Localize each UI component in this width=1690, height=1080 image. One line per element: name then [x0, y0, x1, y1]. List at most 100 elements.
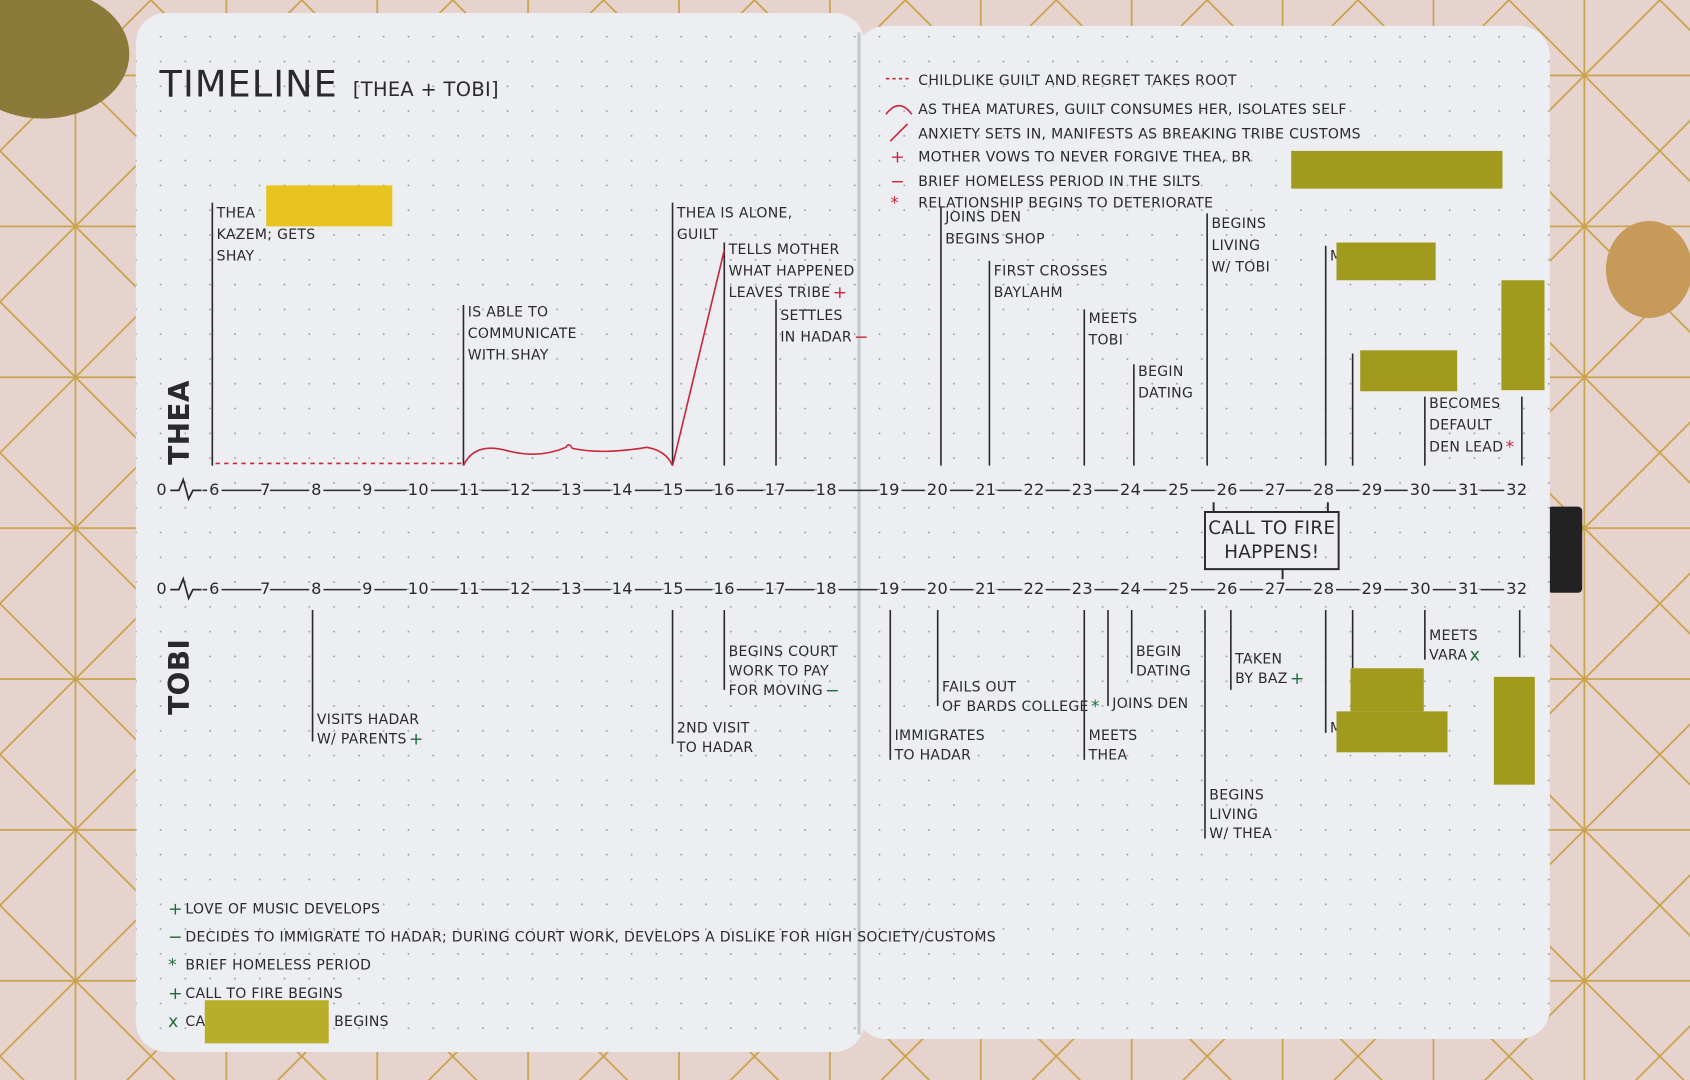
- age-tick: 23: [1072, 579, 1093, 598]
- age-tick: 24: [1120, 579, 1141, 598]
- age-tick: 0: [156, 579, 167, 598]
- event-text: VISITS HADAR: [317, 712, 419, 728]
- event-text: BAYLAHM: [994, 285, 1063, 301]
- legend-symbol: +: [168, 900, 183, 920]
- event-text: VARA: [1429, 647, 1467, 663]
- cork-bottle: [1605, 220, 1690, 318]
- age-tick: 25: [1168, 579, 1189, 598]
- age-tick: 13: [561, 480, 582, 499]
- age-tick: 30: [1410, 480, 1431, 499]
- age-tick: 11: [459, 579, 480, 598]
- event-text: MEETS: [1429, 628, 1478, 644]
- event-text: GUILT: [677, 227, 718, 243]
- tape: [1350, 668, 1424, 712]
- title: TIMELINE: [159, 63, 338, 106]
- event-text: FAILS OUT: [942, 680, 1016, 696]
- event-text: W/ PARENTS: [317, 731, 407, 747]
- age-tick: 10: [408, 579, 429, 598]
- axis-break: [170, 576, 202, 601]
- axis-break: [170, 476, 202, 502]
- event-text: TAKEN: [1234, 652, 1282, 668]
- event-text: JOINS DEN: [944, 210, 1021, 226]
- event-mark: +: [1290, 669, 1305, 689]
- left-dot-grid: [135, 12, 865, 1052]
- age-tick: 28: [1313, 579, 1334, 598]
- washi-tapes: [204, 150, 1545, 1044]
- event-text: DEN LEAD: [1429, 439, 1503, 455]
- age-tick: 9: [362, 480, 373, 499]
- age-tick: 22: [1023, 480, 1044, 499]
- age-tick: 13: [561, 579, 582, 598]
- event-text: IN HADAR: [780, 329, 852, 345]
- tape: [266, 185, 393, 227]
- age-tick: 15: [663, 579, 684, 598]
- age-tick: 9: [362, 579, 373, 598]
- legend-text: CA: [185, 1014, 205, 1030]
- event-text: THEA: [216, 205, 256, 221]
- legend-text: ANXIETY SETS IN, MANIFESTS AS BREAKING T…: [918, 127, 1361, 143]
- age-tick: 7: [260, 480, 271, 499]
- event-mark: +: [833, 283, 848, 303]
- event-text: WHAT HAPPENED: [729, 264, 855, 280]
- event-text: DEFAULT: [1429, 418, 1492, 434]
- age-tick: 15: [663, 480, 684, 499]
- event-text: BEGINS COURT: [729, 644, 839, 660]
- legend-text: LOVE OF MUSIC DEVELOPS: [185, 902, 380, 918]
- event-text: COMMUNICATE: [468, 326, 577, 342]
- tape: [1501, 280, 1545, 391]
- age-tick: 10: [408, 480, 429, 499]
- age-tick: 29: [1361, 579, 1382, 598]
- legend-text: CHILDLIKE GUILT AND REGRET TAKES ROOT: [918, 73, 1237, 89]
- event-text: MEETS: [1089, 311, 1138, 327]
- call-text: HAPPENS!: [1224, 542, 1319, 563]
- age-tick: 8: [311, 480, 322, 499]
- ribbon: [1547, 506, 1583, 593]
- age-tick: 27: [1265, 480, 1286, 499]
- legend-symbol: [889, 123, 909, 142]
- event-text: JOINS DEN: [1111, 696, 1188, 712]
- event-text: TOBI: [1088, 333, 1124, 349]
- event-text: THEA IS ALONE,: [676, 205, 793, 221]
- legend-symbol: [885, 104, 913, 115]
- legend-text: AS THEA MATURES, GUILT CONSUMES HER, ISO…: [918, 102, 1347, 118]
- age-tick: 11: [459, 480, 480, 499]
- age-tick: 19: [879, 579, 900, 598]
- guilt-rise: [671, 249, 726, 466]
- event-mark: *: [1505, 437, 1514, 457]
- legend-text: MOTHER VOWS TO NEVER FORGIVE THEA, BR: [918, 149, 1251, 165]
- event-text: DATING: [1138, 385, 1193, 401]
- age-tick: 8: [311, 579, 322, 598]
- timeline: TIMELINE [THEA + TOBI] CHILDLIKE GUILT AND…: [153, 63, 1530, 1032]
- event-text: BY BAZ: [1235, 671, 1288, 687]
- legend-symbol: +: [168, 984, 183, 1004]
- call-text: CALL TO FIRE: [1208, 518, 1335, 539]
- thea-label: THEA: [163, 380, 196, 465]
- legend-text: DECIDES TO IMMIGRATE TO HADAR; DURING CO…: [185, 930, 996, 946]
- tape: [1336, 711, 1448, 753]
- legend-text: CALL TO FIRE BEGINS: [185, 986, 343, 1002]
- age-tick: 21: [975, 480, 996, 499]
- age-tick: 16: [714, 480, 735, 499]
- event-text: SHAY: [217, 249, 255, 265]
- tape: [1360, 350, 1458, 392]
- event-text: W/ THEA: [1209, 826, 1272, 842]
- event-text: LIVING: [1209, 807, 1258, 823]
- event-text: BEGINS SHOP: [945, 231, 1045, 247]
- event-text: IS ABLE TO: [468, 305, 549, 321]
- age-tick: 32: [1506, 480, 1527, 499]
- age-tick: 14: [612, 480, 633, 499]
- legend-text: BRIEF HOMELESS PERIOD: [185, 958, 371, 974]
- event-text: W/ TOBI: [1211, 259, 1270, 275]
- legend-symbol: *: [168, 956, 177, 976]
- age-tick: 32: [1506, 579, 1527, 598]
- event-text: BECOMES: [1429, 396, 1500, 412]
- event-text: TO HADAR: [894, 748, 972, 764]
- event-text: TELLS MOTHER: [728, 242, 840, 258]
- age-tick: 12: [510, 480, 531, 499]
- age-tick: 31: [1458, 480, 1479, 499]
- event-text: BEGINS: [1211, 216, 1266, 232]
- age-tick: 20: [927, 480, 948, 499]
- tobi-label: TOBI: [163, 639, 196, 715]
- age-tick: 17: [765, 579, 786, 598]
